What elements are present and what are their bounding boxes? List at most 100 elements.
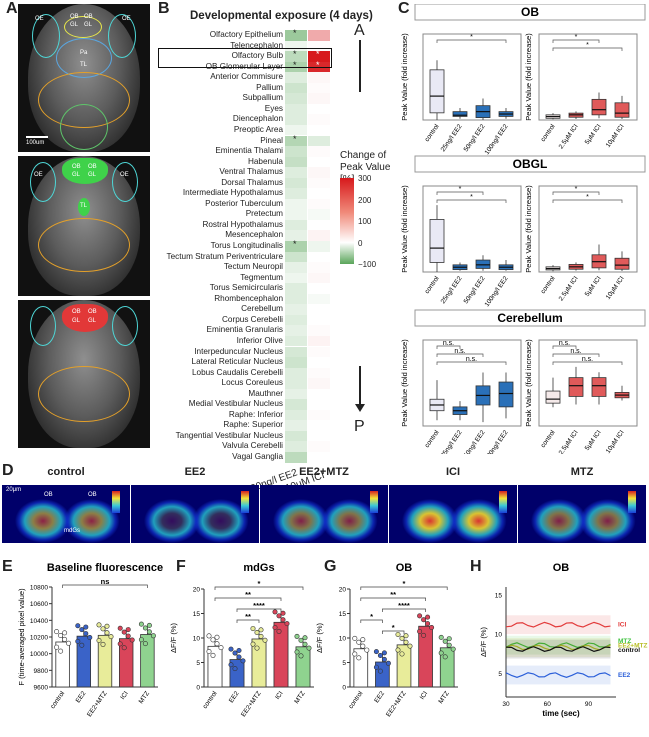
group-label: 10μM ICI — [605, 275, 626, 301]
region-label: Tectum Stratum Periventriculare — [166, 251, 283, 261]
bar — [119, 638, 134, 688]
data-point — [125, 633, 131, 639]
series-label: EE2 — [618, 672, 631, 679]
heatmap-cell — [308, 441, 330, 452]
group-label: 25ng/l EE2 — [440, 275, 464, 305]
heatmap-cell — [308, 430, 330, 442]
sig-mark: ns — [101, 577, 110, 586]
group-label: 10μM ICI — [605, 429, 626, 454]
data-point — [302, 641, 308, 647]
chart-title: Baseline fluorescence — [47, 562, 163, 574]
region-label: Lateral Reticular Nucleus — [191, 357, 283, 367]
contour-tectum — [38, 218, 130, 272]
data-point — [438, 634, 444, 640]
sig-mark: n.s. — [559, 340, 570, 347]
data-point — [228, 662, 234, 668]
contour-oe-right — [112, 162, 138, 202]
box — [591, 377, 607, 397]
data-point — [58, 633, 64, 639]
sig-bracket — [436, 39, 507, 43]
data-point — [276, 613, 282, 619]
heatmap-cell — [308, 314, 330, 326]
region-label: Eyes — [264, 103, 283, 113]
data-point — [142, 625, 148, 631]
series-label: MTZ — [618, 638, 631, 645]
data-point — [104, 623, 110, 629]
heatmap-cell — [285, 272, 307, 284]
data-point — [232, 666, 238, 672]
group-label: 5μM ICI — [584, 275, 603, 298]
sig-bracket — [436, 199, 507, 203]
heatmap-cell — [285, 388, 307, 400]
label-ob: OB — [88, 309, 97, 315]
data-point — [129, 637, 135, 643]
group-label: control — [348, 690, 365, 710]
data-point — [206, 649, 212, 655]
group-label: control — [424, 275, 441, 295]
condition-label: ICI — [445, 466, 461, 478]
data-point — [79, 642, 85, 648]
box — [429, 69, 445, 114]
heatmap-cell — [308, 367, 330, 379]
highlight-ob — [62, 158, 108, 184]
data-point — [450, 646, 456, 652]
y-axis-label: Peak Value (fold increase) — [400, 185, 409, 273]
group-label: MTZ — [293, 690, 306, 705]
group-label: ICI — [274, 690, 285, 701]
y-tick-label: 15 — [495, 592, 503, 599]
arrow-anterior-label: A — [354, 22, 365, 39]
y-tick-label: 5 — [196, 660, 200, 667]
sig-mark: * — [392, 623, 395, 632]
panel-label-g: G — [324, 558, 337, 575]
panel-label-d: D — [2, 462, 14, 479]
data-point — [100, 641, 106, 647]
heatmap-cell — [308, 283, 330, 294]
heatmap-title: Developmental exposure (4 days) — [190, 10, 373, 22]
data-point — [421, 632, 427, 638]
plot-frame — [538, 33, 638, 121]
data-point — [377, 668, 383, 674]
data-point — [395, 631, 401, 637]
data-point — [214, 641, 220, 647]
sig-bracket — [436, 345, 461, 349]
colorbar — [112, 491, 120, 513]
data-point — [75, 623, 81, 629]
row-title: OB — [521, 5, 539, 19]
annotation-mdgs: mdGs — [64, 528, 81, 534]
label-oe: OE — [35, 16, 44, 22]
data-point — [364, 647, 370, 653]
data-point — [210, 637, 216, 643]
scale-label: 20μm — [6, 487, 22, 493]
arrow-posterior-head — [355, 404, 365, 412]
bar — [375, 661, 390, 688]
heatmap-cell — [285, 241, 307, 252]
data-point — [302, 635, 308, 641]
heatmap-cell — [285, 188, 307, 199]
group-label: control — [424, 429, 441, 449]
data-point — [407, 643, 413, 649]
colorbar — [241, 491, 249, 513]
box — [614, 102, 630, 118]
plot-frame — [422, 33, 522, 121]
heatmap-cell — [308, 346, 330, 358]
panel-label-e: E — [2, 558, 13, 575]
series-label: EE2+MTZ — [618, 643, 647, 650]
data-point — [262, 637, 268, 643]
contour-oe-right — [112, 306, 138, 346]
region-label: Raphe: Inferior — [228, 409, 283, 419]
data-point — [373, 649, 379, 655]
heatmap-cell — [285, 72, 307, 83]
group-label: 2.5μM ICI — [558, 275, 580, 302]
data-point — [446, 636, 452, 642]
data-point — [352, 635, 358, 641]
sig-bracket — [360, 586, 448, 590]
heatmap-cell — [285, 198, 307, 210]
sig-bracket — [436, 353, 484, 357]
data-point — [360, 637, 366, 643]
micrograph-bottom: OB OB GL GL — [18, 300, 150, 448]
heatmap-cell — [308, 61, 330, 73]
data-point — [62, 636, 68, 642]
sig-bracket — [552, 47, 623, 51]
data-point — [298, 653, 304, 659]
